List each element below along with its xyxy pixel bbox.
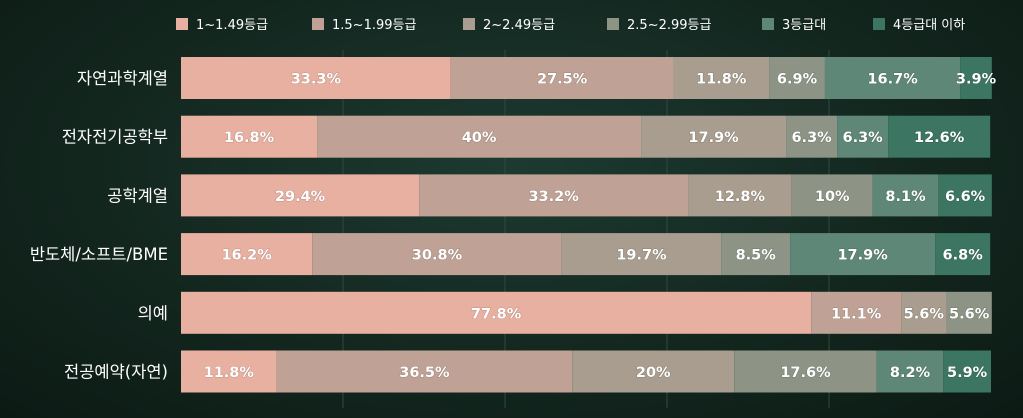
data-label: 5.6% — [949, 306, 990, 322]
data-label: 6.3% — [843, 130, 884, 146]
bar-segment — [824, 57, 961, 99]
data-label: 33.3% — [291, 72, 342, 88]
bar-segment — [791, 174, 873, 217]
legend-swatch — [873, 18, 885, 30]
bar-segment — [943, 350, 991, 393]
legend: 1~1.49등급 1.5~1.99등급 2~2.49등급 2.5~2.99등급 3등급대… — [176, 18, 965, 33]
data-label: 16.7% — [867, 72, 918, 88]
legend-label: 1.5~1.99등급 — [332, 18, 416, 33]
bar-segment — [734, 350, 877, 393]
data-label: 10% — [815, 189, 850, 205]
bar-segment — [837, 115, 889, 158]
data-label: 19.7% — [616, 248, 667, 264]
legend-swatch — [463, 18, 475, 30]
bar-segment — [769, 57, 825, 99]
data-label: 11.8% — [696, 72, 747, 88]
data-label: 16.8% — [224, 130, 275, 146]
data-label: 11.1% — [831, 306, 882, 322]
data-label: 6.8% — [943, 248, 984, 264]
data-label: 77.8% — [471, 306, 522, 322]
bar-segment — [317, 115, 642, 158]
legend-swatch — [312, 18, 324, 30]
bar-segment — [960, 57, 992, 99]
category-label: 의예 — [138, 304, 168, 323]
bar-segment — [938, 174, 992, 217]
data-label: 36.5% — [399, 365, 450, 381]
bar-segment — [786, 115, 838, 158]
data-label: 17.6% — [780, 365, 831, 381]
bar-segment — [641, 115, 787, 158]
data-label: 20% — [636, 365, 671, 381]
bar-segment — [181, 57, 451, 99]
data-label: 30.8% — [412, 248, 463, 264]
bar-segment — [181, 115, 318, 158]
data-label: 8.1% — [885, 189, 926, 205]
legend-swatch — [762, 18, 774, 30]
category-label: 반도체/소프트/BME — [30, 245, 168, 264]
legend-label: 2~2.49등급 — [483, 18, 555, 33]
legend-label: 1~1.49등급 — [196, 18, 268, 33]
bar-segment — [721, 233, 791, 276]
bar-segment — [419, 174, 689, 217]
bar-segment — [181, 350, 277, 393]
data-label: 16.2% — [221, 248, 272, 264]
data-label: 12.6% — [914, 130, 965, 146]
data-label: 8.5% — [736, 248, 777, 264]
bar-segment — [276, 350, 573, 393]
data-label: 11.8% — [204, 365, 255, 381]
data-label: 27.5% — [537, 72, 588, 88]
bar-segment — [673, 57, 770, 99]
data-label: 12.8% — [715, 189, 766, 205]
legend-label: 3등급대 — [782, 18, 826, 33]
bar-segment — [181, 174, 420, 217]
data-label: 17.9% — [837, 248, 888, 264]
category-label: 전공예약(자연) — [64, 363, 168, 382]
data-label: 6.6% — [945, 189, 986, 205]
legend-swatch — [176, 18, 188, 30]
bar-segment — [876, 350, 944, 393]
bar-segment — [181, 291, 812, 334]
bar-segment — [790, 233, 936, 276]
data-label: 33.2% — [528, 189, 579, 205]
data-label: 6.3% — [791, 130, 832, 146]
data-label: 17.9% — [688, 130, 739, 146]
legend-label: 4등급대 이하 — [893, 18, 965, 33]
data-label: 3.9% — [956, 72, 997, 88]
bar-segment — [181, 233, 313, 276]
bar-segment — [888, 115, 991, 158]
bar-segment — [872, 174, 939, 217]
bar-segment — [688, 174, 792, 217]
category-label: 전자전기공학부 — [62, 128, 168, 147]
bars: 33.3% 27.5% 11.8% 6.9% 16.7% 3.9% 16.8% 40% 17.9… — [181, 57, 997, 393]
bar-segment — [561, 233, 722, 276]
bar-segment — [450, 57, 674, 99]
category-label: 자연과학계열 — [77, 69, 168, 88]
bar-segment — [935, 233, 991, 276]
data-label: 6.9% — [777, 72, 818, 88]
legend-swatch — [607, 18, 619, 30]
bar-segment — [312, 233, 562, 276]
data-label: 5.6% — [904, 306, 945, 322]
data-label: 5.9% — [947, 365, 988, 381]
bar-segment — [901, 291, 947, 334]
grid — [342, 50, 830, 408]
data-label: 8.2% — [890, 365, 931, 381]
bar-segment — [572, 350, 735, 393]
data-label: 29.4% — [275, 189, 326, 205]
category-label: 공학계열 — [107, 186, 168, 205]
legend-label: 2.5~2.99등급 — [627, 18, 711, 33]
bar-segment — [946, 291, 992, 334]
bar-segment — [811, 291, 902, 334]
data-label: 40% — [462, 130, 497, 146]
